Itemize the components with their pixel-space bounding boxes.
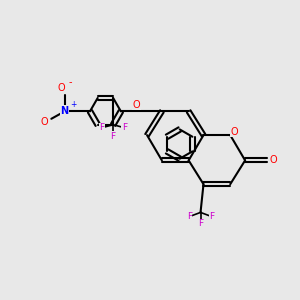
- Text: N: N: [60, 106, 68, 116]
- Text: F: F: [110, 131, 115, 140]
- Text: O: O: [41, 117, 49, 127]
- Text: F: F: [209, 212, 214, 221]
- Text: F: F: [198, 219, 203, 228]
- Text: -: -: [68, 76, 72, 87]
- Text: O: O: [133, 100, 140, 110]
- Text: F: F: [187, 212, 192, 221]
- Text: F: F: [122, 123, 127, 132]
- Text: +: +: [70, 100, 76, 109]
- Text: O: O: [269, 155, 277, 165]
- Text: O: O: [230, 127, 238, 136]
- Text: O: O: [57, 83, 65, 94]
- Text: F: F: [99, 123, 104, 132]
